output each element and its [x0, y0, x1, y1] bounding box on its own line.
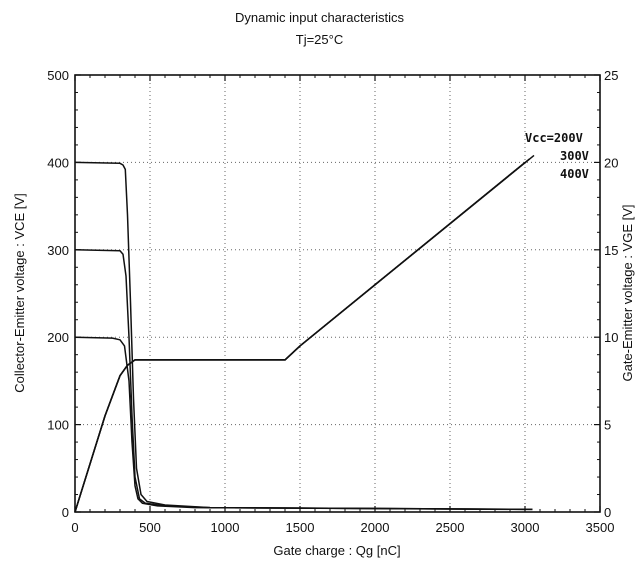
- y2-tick-label: 0: [604, 505, 611, 520]
- y-axis-label: Collector-Emitter voltage : VCE [V]: [12, 193, 27, 392]
- y2-tick-label: 15: [604, 243, 618, 258]
- annotation-vcc-300: 300V: [560, 149, 589, 163]
- chart-title: Dynamic input characteristics: [234, 10, 405, 25]
- vge-series-300v: [74, 158, 530, 513]
- y-tick-label: 100: [47, 418, 69, 433]
- x-tick-label: 0: [71, 520, 78, 535]
- y2-axis-label: Gate-Emitter voltage : VGE [V]: [620, 204, 635, 381]
- x-axis-label: Gate charge : Qg [nC]: [273, 543, 400, 558]
- x-tick-label: 2500: [436, 520, 465, 535]
- x-tick-label: 3500: [586, 520, 615, 535]
- y-tick-label: 400: [47, 155, 69, 170]
- grid: [75, 75, 600, 512]
- y-tick-label: 200: [47, 330, 69, 345]
- chart-subtitle: Tj=25°C: [295, 32, 344, 47]
- x-tick-label: 500: [139, 520, 161, 535]
- annotation-vcc-400: 400V: [560, 167, 589, 181]
- y2-tick-label: 5: [604, 418, 611, 433]
- x-tick-label: 1500: [286, 520, 315, 535]
- y-tick-label: 500: [47, 68, 69, 83]
- y2-tick-label: 20: [604, 155, 618, 170]
- tick-marks: [74, 74, 601, 513]
- vge-series-400v: [74, 154, 535, 513]
- vce-series-300v: [74, 249, 533, 511]
- y-tick-label: 0: [62, 505, 69, 520]
- x-tick-label: 3000: [511, 520, 540, 535]
- x-tick-label: 2000: [361, 520, 390, 535]
- x-tick-label: 1000: [211, 520, 240, 535]
- plot-frame: [74, 74, 601, 513]
- y-tick-label: 300: [47, 243, 69, 258]
- vce-series-400v: [74, 161, 533, 511]
- y2-tick-label: 10: [604, 330, 618, 345]
- y2-tick-label: 25: [604, 68, 618, 83]
- annotation-vcc-200: Vcc=200V: [525, 131, 583, 145]
- data-lines: [74, 154, 535, 513]
